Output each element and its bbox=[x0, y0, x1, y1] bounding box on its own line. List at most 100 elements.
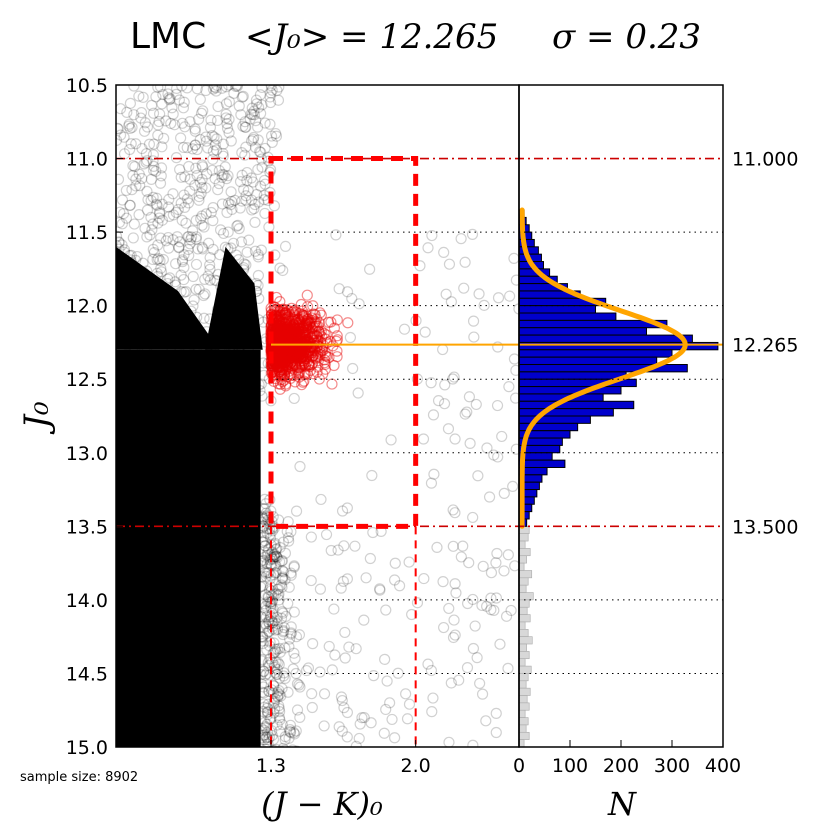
scatter-point bbox=[508, 353, 519, 365]
scatter-point-selected bbox=[277, 336, 289, 348]
scatter-point-selected bbox=[280, 306, 292, 319]
scatter-point bbox=[134, 320, 146, 333]
scatter-point bbox=[207, 85, 219, 95]
scatter-point bbox=[314, 583, 326, 595]
scatter-point-selected bbox=[277, 350, 289, 362]
scatter-point bbox=[138, 158, 150, 170]
scatter-point-selected bbox=[297, 341, 309, 354]
scatter-point-selected bbox=[283, 353, 295, 365]
scatter-point-selected bbox=[289, 342, 301, 354]
scatter-point-selected bbox=[287, 346, 299, 358]
scatter-point-selected bbox=[310, 351, 322, 363]
scatter-point bbox=[246, 102, 258, 114]
scatter-point-selected bbox=[294, 360, 306, 372]
scatter-point-selected bbox=[291, 329, 304, 341]
scatter-point bbox=[185, 234, 197, 246]
scatter-point bbox=[467, 642, 480, 655]
scatter-point bbox=[496, 430, 508, 443]
scatter-point-selected bbox=[282, 335, 294, 348]
scatter-point-selected bbox=[275, 361, 288, 374]
scatter-point bbox=[445, 296, 457, 308]
scatter-point bbox=[133, 376, 145, 388]
scatter-point bbox=[239, 295, 252, 308]
scatter-point-selected bbox=[280, 353, 292, 365]
scatter-point-selected bbox=[276, 314, 288, 326]
scatter-point-selected bbox=[274, 332, 286, 344]
scatter-point bbox=[129, 368, 142, 381]
scatter-point-selected bbox=[279, 328, 292, 340]
scatter-point bbox=[273, 658, 285, 671]
scatter-point-selected bbox=[294, 347, 306, 359]
scatter-point bbox=[443, 736, 455, 747]
scatter-point bbox=[266, 607, 278, 619]
scatter-point bbox=[231, 271, 243, 283]
histogram-bar-outside bbox=[519, 717, 529, 726]
scatter-point bbox=[133, 270, 145, 283]
scatter-point bbox=[288, 606, 300, 618]
scatter-point-selected bbox=[298, 336, 310, 349]
scatter-point bbox=[258, 665, 270, 678]
scatter-point-selected bbox=[290, 349, 302, 361]
scatter-point bbox=[257, 705, 269, 718]
histogram-bar-outside bbox=[519, 584, 527, 593]
scatter-point-selected bbox=[276, 324, 289, 336]
scatter-point bbox=[193, 194, 205, 206]
scatter-point-selected bbox=[277, 342, 290, 355]
scatter-point bbox=[365, 717, 377, 729]
scatter-point-selected bbox=[274, 378, 287, 390]
scatter-point bbox=[163, 322, 175, 334]
scatter-point-selected bbox=[274, 354, 286, 366]
scatter-point bbox=[366, 469, 378, 482]
scatter-point-selected bbox=[280, 347, 293, 359]
scatter-point bbox=[152, 129, 164, 141]
scatter-point bbox=[150, 198, 163, 210]
scatter-point bbox=[243, 330, 255, 342]
scatter-point-selected bbox=[287, 349, 300, 361]
scatter-point bbox=[223, 289, 235, 301]
scatter-point-selected bbox=[293, 307, 306, 320]
scatter-point-selected bbox=[286, 333, 298, 345]
scatter-point-selected bbox=[276, 363, 289, 376]
scatter-point-selected bbox=[315, 325, 327, 337]
scatter-point-selected bbox=[295, 326, 307, 338]
scatter-point bbox=[138, 312, 151, 325]
scatter-point-selected bbox=[287, 322, 299, 334]
scatter-point-selected bbox=[278, 355, 290, 368]
scatter-point-selected bbox=[288, 331, 300, 343]
scatter-point bbox=[198, 289, 210, 302]
scatter-point bbox=[156, 214, 168, 226]
scatter-point bbox=[219, 316, 232, 328]
scatter-point-selected bbox=[280, 355, 292, 367]
scatter-point-selected bbox=[300, 346, 312, 358]
scatter-point bbox=[256, 743, 267, 747]
histogram-x-label: N bbox=[607, 785, 637, 823]
scatter-point bbox=[262, 625, 275, 637]
y-tick-label: 14.5 bbox=[66, 663, 108, 685]
scatter-point-selected bbox=[310, 352, 322, 364]
scatter-point-selected bbox=[277, 328, 289, 341]
scatter-point-selected bbox=[269, 340, 281, 353]
scatter-point-selected bbox=[275, 335, 288, 348]
scatter-point bbox=[459, 256, 471, 268]
scatter-point bbox=[256, 161, 268, 173]
scatter-point-selected bbox=[295, 313, 308, 325]
scatter-point-selected bbox=[287, 315, 299, 327]
scatter-point-selected bbox=[306, 341, 318, 353]
scatter-point bbox=[189, 139, 201, 151]
scatter-point bbox=[262, 567, 274, 579]
histogram-bar-outside bbox=[519, 651, 530, 660]
scatter-point bbox=[280, 610, 292, 622]
scatter-point bbox=[459, 408, 471, 420]
scatter-point bbox=[257, 731, 269, 744]
scatter-point-selected bbox=[285, 325, 298, 337]
scatter-point bbox=[259, 598, 271, 610]
scatter-point-selected bbox=[314, 349, 326, 361]
scatter-point bbox=[256, 557, 268, 569]
scatter-point bbox=[464, 437, 476, 449]
scatter-point bbox=[273, 85, 285, 93]
scatter-point bbox=[204, 263, 216, 275]
scatter-point bbox=[160, 235, 172, 247]
scatter-point bbox=[162, 273, 174, 285]
scatter-point bbox=[195, 187, 207, 200]
scatter-point bbox=[463, 391, 476, 403]
